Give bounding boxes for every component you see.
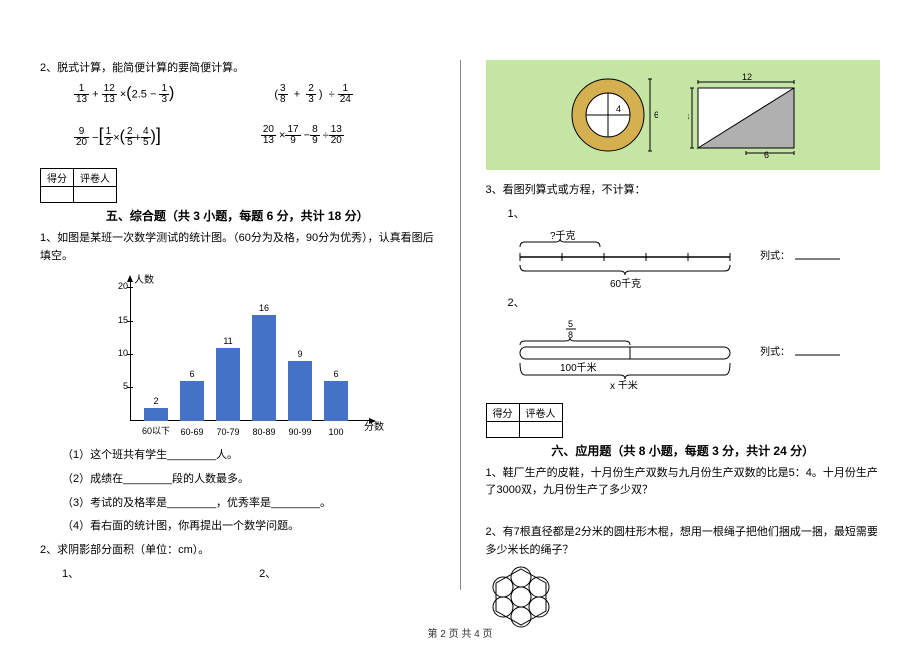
column-divider [460, 60, 461, 590]
s5-q1: 1、如图是某班一次数学测试的统计图。（60分为及格，90分为优秀），认真看图后填… [40, 230, 435, 265]
svg-text:?千克: ?千克 [550, 230, 576, 242]
s5-q3: 3、看图列算式或方程，不计算： [486, 182, 881, 200]
bar-value: 6 [324, 369, 348, 379]
bar-category: 60以下 [140, 424, 172, 437]
ytick: 20 [110, 281, 128, 291]
y-axis [130, 281, 131, 421]
svg-text:列式：: 列式： [760, 249, 790, 262]
expr-4: 2013 ×179 −89 ÷1320 [261, 125, 344, 149]
bar-category: 90-99 [284, 427, 316, 437]
expr-3: 920 −[12×(25+45)] [74, 125, 161, 149]
bar-category: 70-79 [212, 427, 244, 437]
s5-q1-1: （1）这个班共有学生________人。 [62, 447, 435, 465]
bar-category: 80-89 [248, 427, 280, 437]
math-row-1: 113 + 1213 ×(2.5 − 13) (38 + 23 ) ÷ 124 [74, 84, 435, 105]
s5-q1-2: （2）成绩在________段的人数最多。 [62, 471, 435, 489]
math-row-2: 920 −[12×(25+45)] 2013 ×179 −89 ÷1320 [74, 125, 435, 149]
s6-q1: 1、鞋厂生产的皮鞋，十月份生产双数与九月份生产双数的比是5：4。十月份生产了30… [486, 465, 881, 500]
bar-value: 6 [180, 369, 204, 379]
inner-label: 4 [616, 104, 621, 114]
diagram-2: 5 8 100千米 x 千米 列式： [510, 319, 881, 389]
bar-chart: 人数 分数 5 10 15 20 2 60以下 6 60-69 11 70-79… [100, 271, 380, 441]
score-header: 得分 [486, 403, 519, 421]
svg-text:8: 8 [688, 112, 689, 122]
bar [144, 408, 168, 421]
score-table: 得分评卷人 [40, 168, 117, 203]
s5-q1-3: （3）考试的及格率是________，优秀率是________。 [62, 495, 435, 513]
right-column: 4 6 12 8 [486, 60, 881, 590]
bar [216, 348, 240, 421]
x-label: 分数 [364, 418, 384, 433]
svg-text:60千克: 60千克 [610, 278, 641, 289]
y-label: 人数 [134, 271, 154, 286]
ytick: 15 [110, 315, 128, 325]
bar [324, 381, 348, 421]
s6-q2: 2、有7根直径都是2分米的圆柱形木棍，想用一根绳子把他们捆成一捆，最短需要多少米… [486, 524, 881, 559]
svg-text:12: 12 [742, 72, 752, 82]
bundle-figure [486, 565, 881, 629]
s5-q2: 2、求阴影部分面积（单位：cm）。 [40, 542, 435, 560]
page-footer: 第 2 页 共 4 页 [0, 625, 920, 640]
score-header: 得分 [41, 169, 74, 187]
bar [180, 381, 204, 421]
bar-value: 16 [252, 303, 276, 313]
section5-title: 五、综合题（共 3 小题，每题 6 分，共计 18 分） [40, 207, 435, 224]
s5-q3-1: 1、 [508, 206, 881, 224]
grader-cell [74, 187, 117, 203]
ytick: 5 [110, 381, 128, 391]
grader-header: 评卷人 [74, 169, 117, 187]
diagram-1: ?千克 60千克 列式： [510, 229, 881, 289]
section6-title: 六、应用题（共 8 小题，每题 3 分，共计 24 分） [486, 442, 881, 459]
bar-value: 11 [216, 336, 240, 346]
s5-q3-2: 2、 [508, 295, 881, 313]
svg-text:列式：: 列式： [760, 345, 790, 358]
bar-category: 100 [320, 427, 352, 437]
expr-2: (38 + 23 ) ÷ 124 [274, 84, 353, 105]
svg-text:6: 6 [764, 150, 769, 160]
score-cell [486, 421, 519, 437]
expr-1: 113 + 1213 ×(2.5 − 13) [74, 84, 174, 105]
bar [252, 315, 276, 421]
s5-q2-1: 1、 [62, 565, 79, 581]
ring-figure: 4 6 [568, 70, 658, 160]
bar-category: 60-69 [176, 427, 208, 437]
s5-q1-4: （4）看右面的统计图，你再提出一个数学问题。 [62, 518, 435, 536]
svg-text:5: 5 [568, 319, 573, 329]
ytick: 10 [110, 348, 128, 358]
svg-text:100千米: 100千米 [560, 361, 597, 374]
grader-cell [519, 421, 562, 437]
page-container: 2、脱式计算，能简便计算的要简便计算。 113 + 1213 ×(2.5 − 1… [0, 0, 920, 620]
bar-value: 2 [144, 396, 168, 406]
bar-value: 9 [288, 349, 312, 359]
svg-text:x 千米: x 千米 [610, 379, 638, 389]
q2-title: 2、脱式计算，能简便计算的要简便计算。 [40, 60, 435, 78]
geometry-figures: 4 6 12 8 [486, 60, 881, 170]
outer-label: 6 [654, 110, 658, 120]
score-cell [41, 187, 74, 203]
bar [288, 361, 312, 421]
score-table-2: 得分评卷人 [486, 403, 563, 438]
triangle-figure: 12 8 6 [688, 70, 798, 160]
s5-q2-2: 2、 [259, 565, 276, 581]
grader-header: 评卷人 [519, 403, 562, 421]
s5-q2-parts: 1、 2、 [62, 565, 435, 581]
left-column: 2、脱式计算，能简便计算的要简便计算。 113 + 1213 ×(2.5 − 1… [40, 60, 435, 590]
